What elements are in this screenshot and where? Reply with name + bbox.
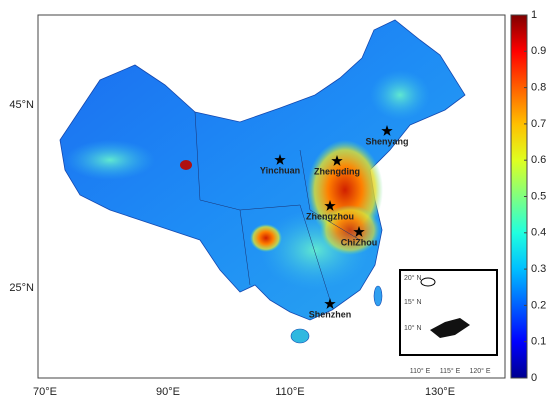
inset-lat-label: 10° N	[404, 324, 422, 332]
city-label: Zhengzhou	[306, 211, 354, 221]
inset	[399, 269, 498, 356]
inset-lon-label: 120° E	[469, 367, 490, 375]
city-label: ChiZhou	[341, 237, 378, 247]
lat-label: 25°N	[9, 282, 34, 294]
colorbar-tick-label: 0.9	[531, 45, 546, 57]
colorbar-tick-label: 0.2	[531, 299, 546, 311]
inset-lon-label: 110° E	[410, 367, 431, 375]
city-star	[274, 154, 286, 165]
inset-lat-label: 20° N	[404, 274, 422, 282]
city-star	[324, 200, 336, 211]
lon-label: 90°E	[156, 386, 180, 398]
inset-lat-label: 15° N	[404, 298, 422, 306]
colorbar-tick-label: 0.7	[531, 118, 546, 130]
china-map	[59, 19, 466, 344]
inset-lon-label: 115° E	[440, 367, 461, 375]
city-label: Yinchuan	[260, 165, 300, 175]
lon-label: 110°E	[275, 386, 304, 398]
colorbar-tick-label: 1	[531, 9, 537, 21]
colorbar-tick-label: 0.5	[531, 190, 546, 202]
city-label: Shenzhen	[309, 309, 352, 319]
city-star	[353, 226, 365, 237]
city-star	[381, 125, 393, 136]
colorbar-tick-label: 0.4	[531, 227, 546, 239]
colorbar-tick-label: 0	[531, 372, 537, 384]
colorbar-tick-label: 0.6	[531, 154, 546, 166]
city-label: Shenyang	[365, 136, 408, 146]
lat-label: 45°N	[9, 99, 34, 111]
lon-label: 130°E	[425, 386, 455, 398]
city-star	[324, 298, 336, 309]
lon-label: 70°E	[33, 386, 57, 398]
colorbar-tick-label: 0.1	[531, 336, 546, 348]
colorbar-tick-label: 0.3	[531, 263, 546, 275]
colorbar-tick-label: 0.8	[531, 82, 546, 94]
city-star	[331, 155, 343, 166]
city-label: Zhengding	[314, 166, 360, 176]
